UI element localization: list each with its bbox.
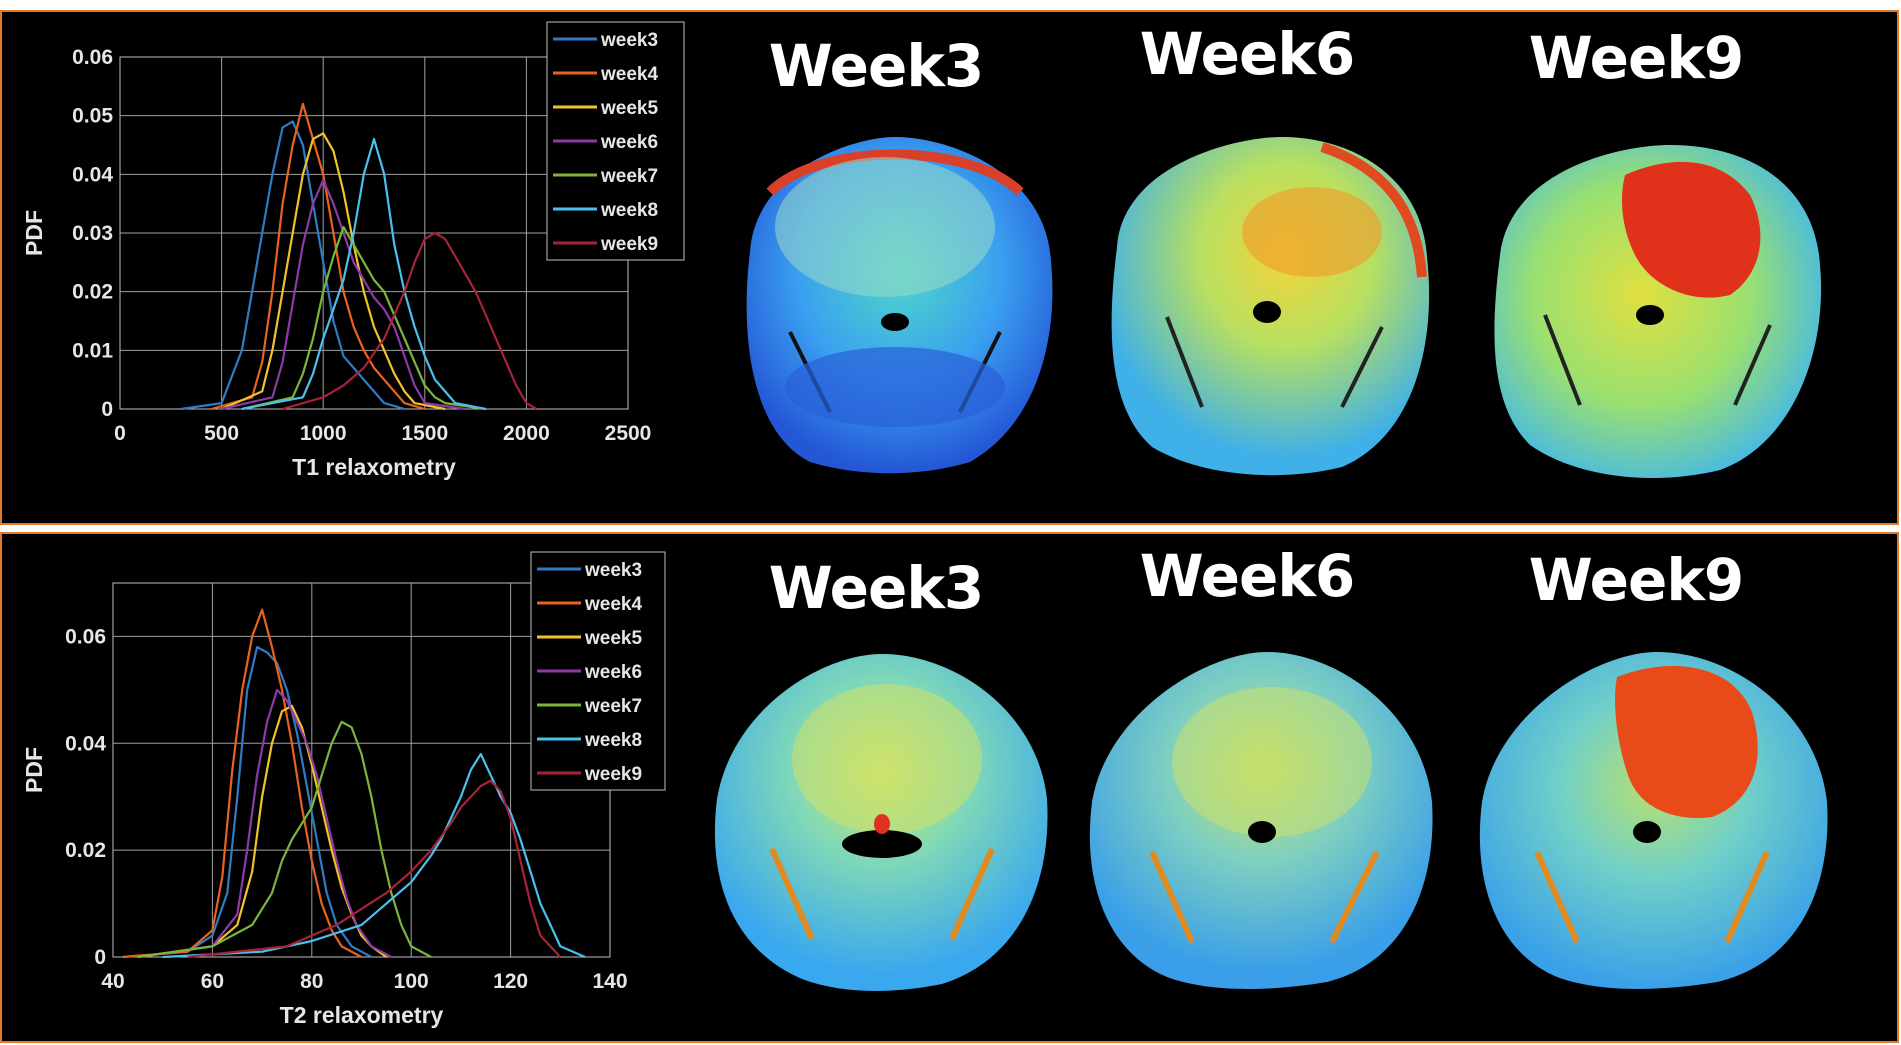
series-line-week6 xyxy=(221,179,466,411)
x-tick-label: 1500 xyxy=(401,422,448,445)
legend-label: week9 xyxy=(600,234,658,255)
x-tick-label: 0 xyxy=(114,422,126,445)
y-axis-label: PDF xyxy=(21,210,47,256)
y-tick-label: 0.03 xyxy=(72,222,113,245)
t2-pdf-chart: 40 60 80 100 120 140 0 0.02 0.04 0.06 T2 relaxomet… xyxy=(21,551,666,1028)
series-line-week6 xyxy=(137,688,392,959)
legend-label: week8 xyxy=(600,200,658,221)
x-tick-label: 40 xyxy=(101,970,124,993)
y-axis-label: PDF xyxy=(21,747,47,793)
series-line-week7 xyxy=(137,720,432,959)
t1-week9-mri-map xyxy=(1494,145,1822,478)
series-line-week3 xyxy=(122,645,372,959)
series-line-week5 xyxy=(221,132,446,411)
y-tick-label: 0.01 xyxy=(72,339,113,362)
legend-label: week7 xyxy=(584,696,642,717)
t2-week3-title: Week3 xyxy=(768,554,985,622)
plot-area xyxy=(112,582,611,958)
series-line-week8 xyxy=(162,752,586,959)
legend-label: week9 xyxy=(584,764,642,785)
y-tick-label: 0.02 xyxy=(72,281,113,304)
t1-pdf-chart: 0 500 1000 1500 2000 2500 0 0.01 0.02 0.03 0.04 0.0… xyxy=(21,21,685,480)
x-axis-label: T1 relaxometry xyxy=(292,454,456,480)
t2-week3-mri-map xyxy=(714,654,1048,991)
series-line-week7 xyxy=(241,226,486,411)
t1-week3-mri-map xyxy=(746,137,1053,474)
legend-label: week5 xyxy=(600,98,658,119)
legend-label: week5 xyxy=(584,628,642,649)
series-line-week9 xyxy=(187,779,562,959)
t2-week9-title: Week9 xyxy=(1528,546,1745,614)
y-tick-label: 0 xyxy=(101,398,113,421)
series-line-week9 xyxy=(282,231,538,411)
grid xyxy=(112,582,611,958)
y-tick-label: 0.06 xyxy=(72,46,113,69)
grid xyxy=(119,56,629,410)
y-tick-label: 0.04 xyxy=(65,732,106,755)
x-tick-label: 500 xyxy=(204,422,239,445)
y-tick-label: 0.02 xyxy=(65,839,106,862)
series-line-week4 xyxy=(211,102,426,411)
x-tick-label: 100 xyxy=(394,970,429,993)
legend-label: week4 xyxy=(584,594,642,615)
series-line-week4 xyxy=(122,608,363,959)
y-tick-label: 0 xyxy=(94,946,106,969)
legend-label: week4 xyxy=(600,64,658,85)
x-tick-label: 2000 xyxy=(503,422,550,445)
legend-label: week6 xyxy=(600,132,658,153)
x-tick-label: 2500 xyxy=(605,422,652,445)
t2-week6-title: Week6 xyxy=(1139,542,1356,610)
t1-week6-mri-map xyxy=(1111,137,1430,476)
legend-label: week6 xyxy=(584,662,642,683)
y-tick-label: 0.06 xyxy=(65,625,106,648)
legend-label: week8 xyxy=(584,730,642,751)
x-tick-label: 140 xyxy=(592,970,627,993)
t2-week6-mri-map xyxy=(1089,652,1433,989)
series-line-week3 xyxy=(180,120,405,411)
x-tick-label: 60 xyxy=(201,970,224,993)
t2-panel: 40 60 80 100 120 140 0 0.02 0.04 0.06 T2 relaxomet… xyxy=(0,532,1899,1043)
t1-week3-title: Week3 xyxy=(768,32,985,100)
legend-label: week7 xyxy=(600,166,658,187)
t1-panel: 0 500 1000 1500 2000 2500 0 0.01 0.02 0.03 0.04 0.0… xyxy=(0,10,1899,525)
t1-week6-title: Week6 xyxy=(1139,20,1356,88)
x-axis-label: T2 relaxometry xyxy=(280,1002,444,1028)
series-line-week8 xyxy=(241,137,487,411)
t1-week9-title: Week9 xyxy=(1528,24,1745,92)
legend-label: week3 xyxy=(584,560,642,581)
x-tick-label: 1000 xyxy=(300,422,347,445)
legend-label: week3 xyxy=(600,30,658,51)
t2-week9-mri-map xyxy=(1479,652,1828,989)
x-tick-label: 120 xyxy=(493,970,528,993)
x-tick-label: 80 xyxy=(300,970,323,993)
y-tick-label: 0.04 xyxy=(72,163,113,186)
y-tick-label: 0.05 xyxy=(72,105,113,128)
